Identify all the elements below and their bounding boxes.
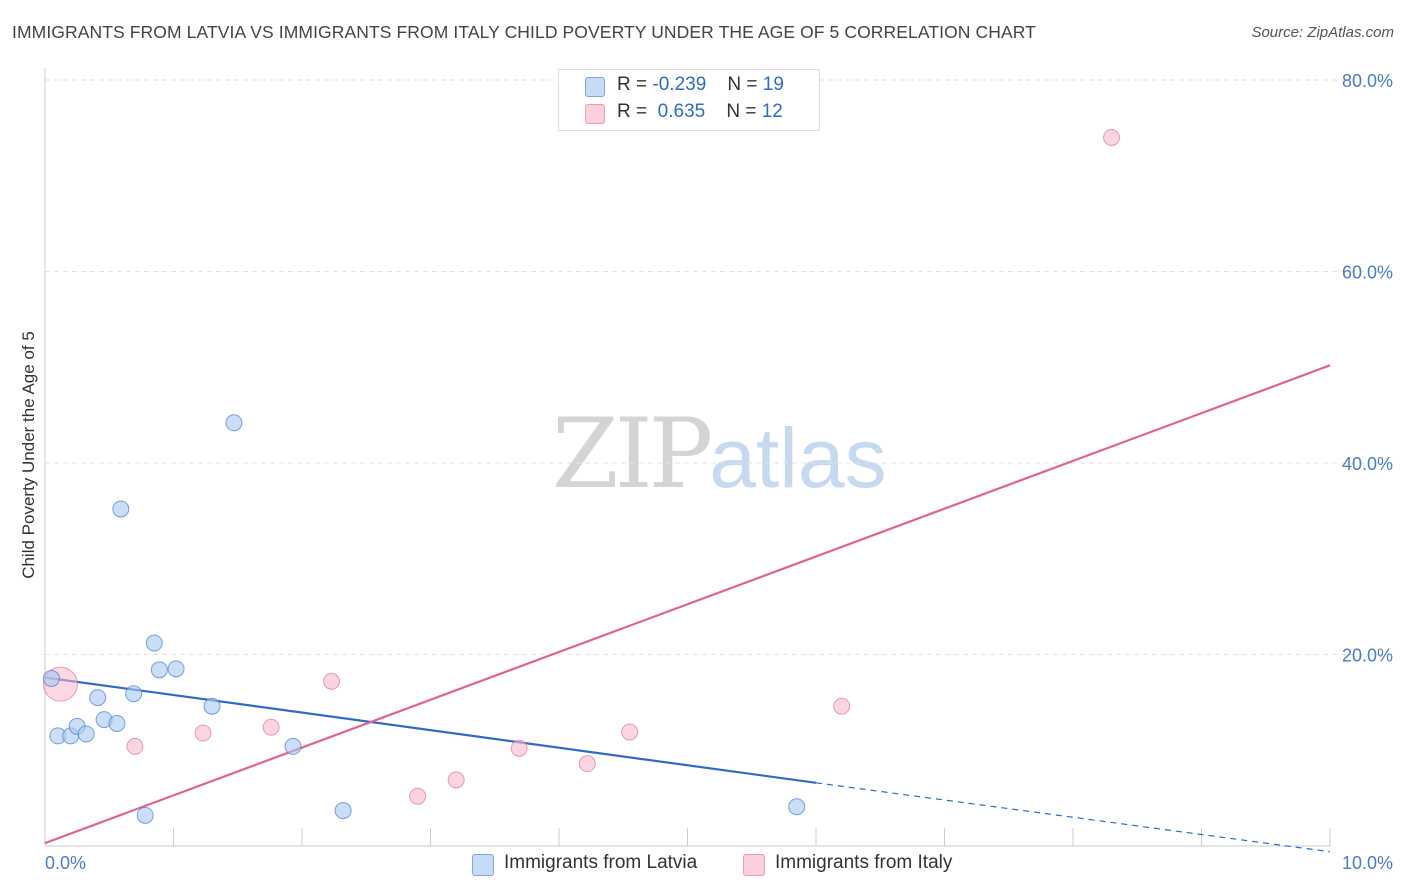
trend-line-latvia-extension [815,782,1331,853]
y-axis-label: Child Poverty Under the Age of 5 [19,331,38,579]
point-italy[interactable] [578,755,596,773]
point-italy[interactable] [510,739,528,757]
point-latvia[interactable] [788,798,806,816]
point-italy[interactable] [833,697,851,715]
point-italy[interactable] [126,737,144,755]
source-credit: Source: ZipAtlas.com [1251,24,1394,41]
trend-line-latvia [44,676,817,784]
data-points [42,128,1121,824]
point-latvia[interactable] [145,634,163,652]
point-latvia[interactable] [77,725,95,743]
grid-lines [45,79,1392,655]
point-italy[interactable] [323,672,341,690]
point-latvia[interactable] [89,689,107,707]
legend-latvia-label: Immigrants from Latvia [504,852,698,873]
point-latvia[interactable] [203,697,221,715]
italy-r-value: 0.635 [657,101,706,122]
point-italy[interactable] [194,724,212,742]
x-tick-label: 10.0% [1342,853,1393,873]
tick-labels: 20.0% 40.0% 60.0% 80.0% 0.0% 10.0% [45,71,1393,873]
latvia-n-label: N = [727,74,758,95]
italy-swatch [585,104,605,124]
legend-italy-swatch [743,854,765,876]
point-latvia[interactable] [125,685,143,703]
latvia-r-value: -0.239 [652,74,707,95]
y-tick-label: 80.0% [1342,71,1393,91]
point-latvia[interactable] [334,802,352,820]
point-latvia[interactable] [112,500,130,518]
point-latvia[interactable] [284,737,302,755]
italy-n-value: 12 [761,101,783,122]
watermark: ZIPatlas [552,398,887,510]
point-latvia[interactable] [150,661,168,679]
legend-latvia-swatch [472,854,494,876]
latvia-n-value: 19 [762,74,784,95]
watermark-atlas: atlas [709,411,887,505]
point-italy[interactable] [409,787,427,805]
point-italy[interactable] [621,723,639,741]
point-latvia[interactable] [167,660,185,678]
watermark-zip: ZIP [552,398,713,510]
point-italy[interactable] [447,771,465,789]
latvia-swatch [585,77,605,97]
point-latvia[interactable] [108,714,126,732]
legend-italy-label: Immigrants from Italy [775,852,953,873]
y-tick-label: 40.0% [1342,454,1393,474]
y-tick-label: 60.0% [1342,263,1393,283]
point-latvia[interactable] [42,669,60,687]
point-italy[interactable] [1103,128,1121,146]
stats-legend-box: R = -0.239 N = 19 R = 0.635 N = 12 [558,69,820,131]
point-italy[interactable] [262,718,280,736]
point-latvia[interactable] [136,806,154,824]
italy-n-label: N = [726,101,757,122]
point-latvia[interactable] [225,414,243,432]
italy-r-label: R = [617,101,648,122]
y-tick-label: 20.0% [1342,646,1393,666]
latvia-r-label: R = [617,74,648,95]
trend-line-italy [44,364,1331,845]
chart-title: IMMIGRANTS FROM LATVIA VS IMMIGRANTS FRO… [12,22,1036,42]
axes [44,68,1331,847]
x-tick-label: 0.0% [45,853,86,873]
trend-lines [44,364,1331,853]
